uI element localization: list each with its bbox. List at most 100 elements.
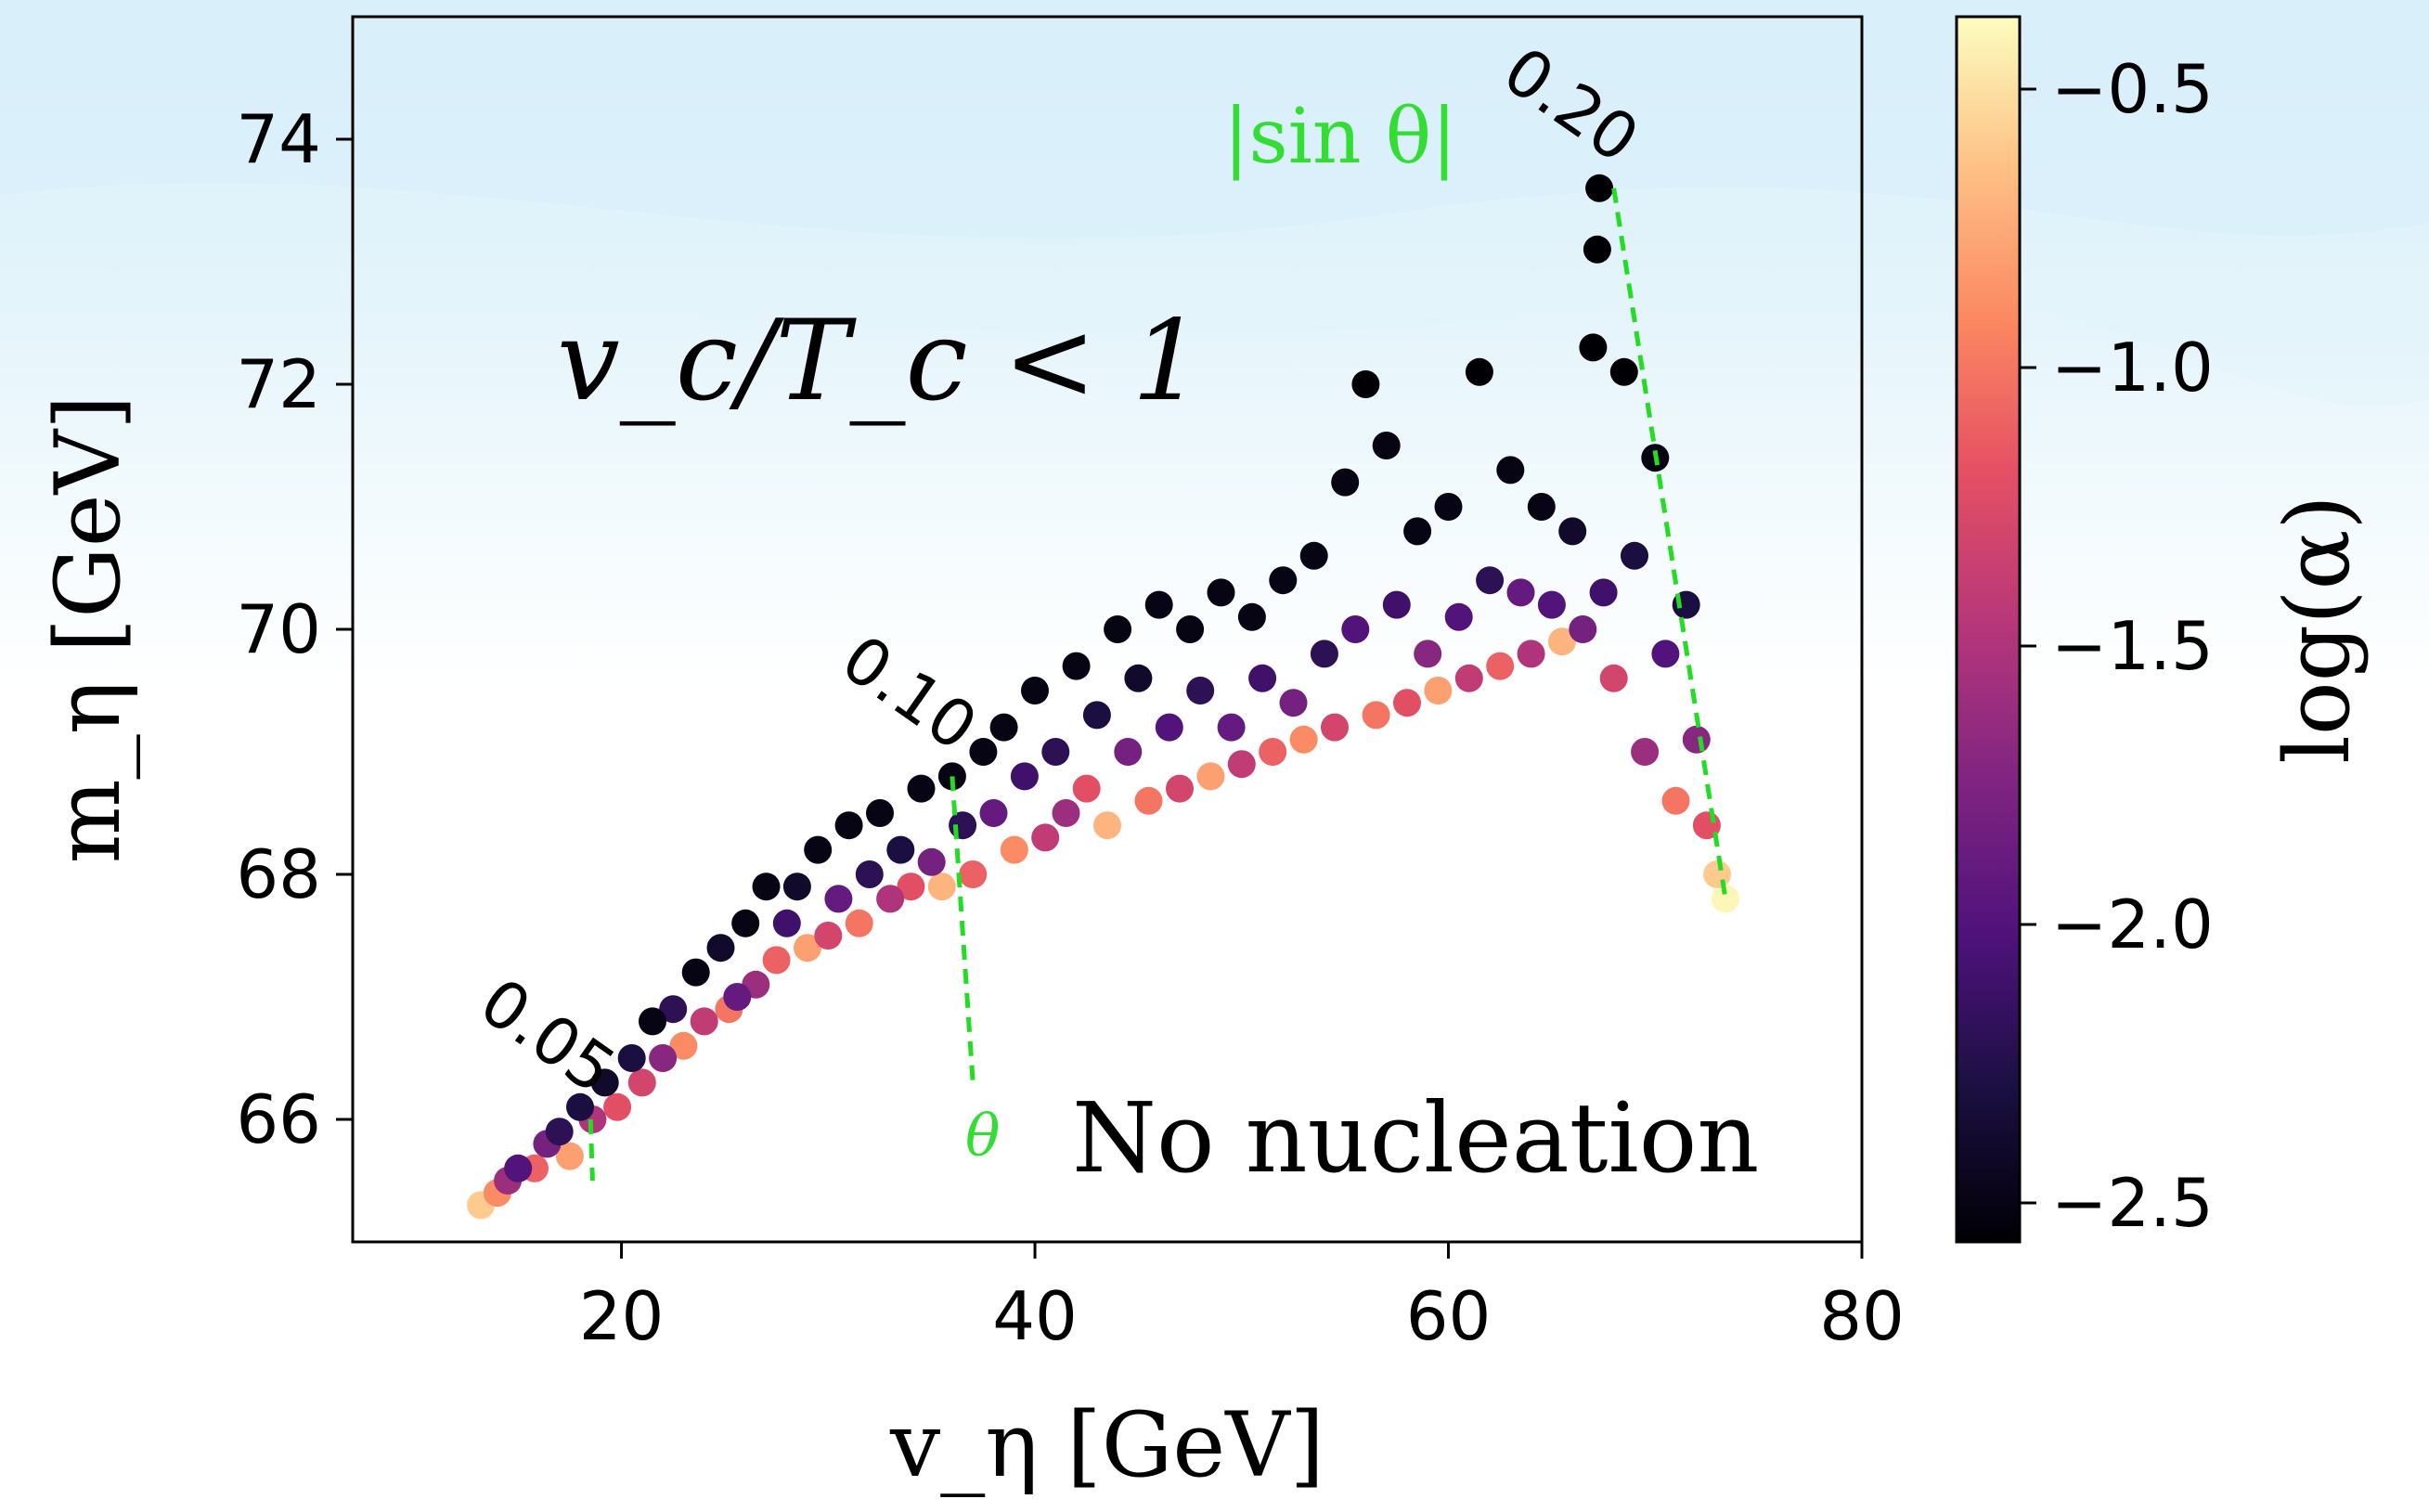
scatter-point	[1134, 786, 1163, 815]
scatter-point	[627, 1068, 656, 1097]
scatter-point	[706, 934, 735, 963]
scatter-point	[969, 738, 998, 766]
scatter-point	[1248, 664, 1277, 692]
scatter-point	[1382, 590, 1411, 619]
colorbar-tick-label: −2.5	[2051, 1164, 2214, 1242]
scatter-point	[1537, 590, 1566, 619]
scatter-point	[566, 1092, 594, 1121]
scatter-point	[845, 909, 873, 937]
scatter-point	[1144, 590, 1173, 619]
x-tick-label: 40	[992, 1277, 1078, 1355]
scatter-point	[1486, 652, 1515, 680]
scatter-point	[681, 958, 710, 987]
scatter-point	[1000, 835, 1028, 864]
x-tick-label: 20	[579, 1277, 665, 1355]
scatter-point	[1166, 774, 1194, 803]
scatter-point	[1082, 701, 1111, 730]
scatter-point	[794, 934, 821, 963]
scatter-point	[690, 1007, 718, 1036]
scatter-point	[1072, 774, 1101, 803]
scatter-point	[1052, 799, 1080, 827]
scatter-point	[989, 713, 1018, 742]
scatter-point	[814, 922, 843, 950]
y-tick-label: 66	[236, 1080, 321, 1158]
scatter-point	[1496, 456, 1525, 485]
annotation-sin-theta: |sin θ|	[1223, 93, 1457, 181]
contour-lines	[588, 187, 1728, 1182]
scatter-point	[1114, 738, 1143, 766]
colorbar	[1955, 15, 2022, 1244]
colorbar-tick-label: −1.5	[2051, 607, 2214, 685]
scatter-point	[545, 1118, 574, 1146]
scatter-point	[669, 1031, 698, 1060]
contour-line	[950, 776, 975, 1083]
scatter-point	[1444, 602, 1473, 631]
scatter-point	[1682, 725, 1711, 754]
scatter-point	[1196, 762, 1225, 791]
scatter-point	[1217, 713, 1246, 742]
scatter-point	[772, 909, 801, 937]
scatter-point	[855, 860, 884, 888]
scatter-point	[603, 1092, 632, 1121]
scatter-point	[1176, 615, 1205, 643]
scatter-point	[834, 811, 863, 840]
scatter-point	[1341, 615, 1370, 643]
scatter-point	[1186, 677, 1215, 704]
scatter-point	[504, 1154, 533, 1182]
scatter-point	[917, 847, 946, 876]
scatter-point	[1393, 689, 1421, 717]
scatter-point	[1414, 640, 1442, 668]
scatter-point	[617, 1044, 646, 1072]
contour-line	[588, 1118, 595, 1182]
scatter-point	[1227, 750, 1256, 779]
scatter-point	[1237, 602, 1266, 631]
scatter-point	[1104, 615, 1132, 643]
contour-label: 0.10	[828, 620, 990, 766]
scatter-point	[1651, 640, 1680, 668]
scatter-point	[1279, 689, 1308, 717]
x-tick-label: 60	[1406, 1277, 1492, 1355]
y-tick-label: 70	[236, 590, 321, 668]
scatter-point	[555, 1142, 584, 1170]
scatter-point	[590, 1068, 619, 1097]
scatter-point	[1585, 174, 1614, 202]
scatter-point	[927, 872, 956, 901]
scatter-point	[1579, 333, 1608, 362]
scatter-point	[1465, 357, 1493, 386]
scatter-point	[866, 799, 894, 827]
scatter-point	[1454, 664, 1483, 692]
y-axis-ticks: 66 68 70 72 74	[236, 100, 353, 1158]
scatter-point	[1062, 652, 1091, 680]
scatter-point	[1434, 493, 1463, 521]
scatter-point	[1299, 541, 1328, 570]
scatter-point	[907, 774, 936, 803]
scatter-point	[1021, 677, 1049, 704]
background-wave	[0, 0, 2429, 239]
scatter-point	[1124, 664, 1153, 692]
scatter-point	[1351, 370, 1380, 398]
scatter-point	[804, 835, 833, 864]
scatter-point	[1362, 701, 1390, 730]
scatter-point	[897, 872, 925, 901]
scatter-point	[959, 860, 988, 888]
scatter-point	[1259, 738, 1287, 766]
colorbar-label: log(α)	[2266, 495, 2370, 764]
scatter-point	[762, 946, 791, 975]
x-tick-label: 80	[1819, 1277, 1905, 1355]
scatter-point	[949, 811, 977, 840]
scatter-point	[1476, 566, 1505, 595]
scatter-point	[1310, 640, 1338, 668]
scatter-point	[979, 799, 1008, 827]
scatter-point	[1403, 517, 1432, 546]
x-axis-ticks: 20 40 60 80	[579, 1242, 1905, 1355]
scatter-point	[1703, 860, 1732, 888]
scatter-point	[1424, 677, 1453, 704]
scatter-point	[1527, 493, 1556, 521]
scatter-point	[824, 885, 853, 913]
scatter-point	[876, 885, 905, 913]
scatter-point	[649, 1044, 678, 1072]
scatter-point	[752, 872, 781, 901]
scatter-point	[1093, 811, 1121, 840]
scatter-point	[1155, 713, 1183, 742]
